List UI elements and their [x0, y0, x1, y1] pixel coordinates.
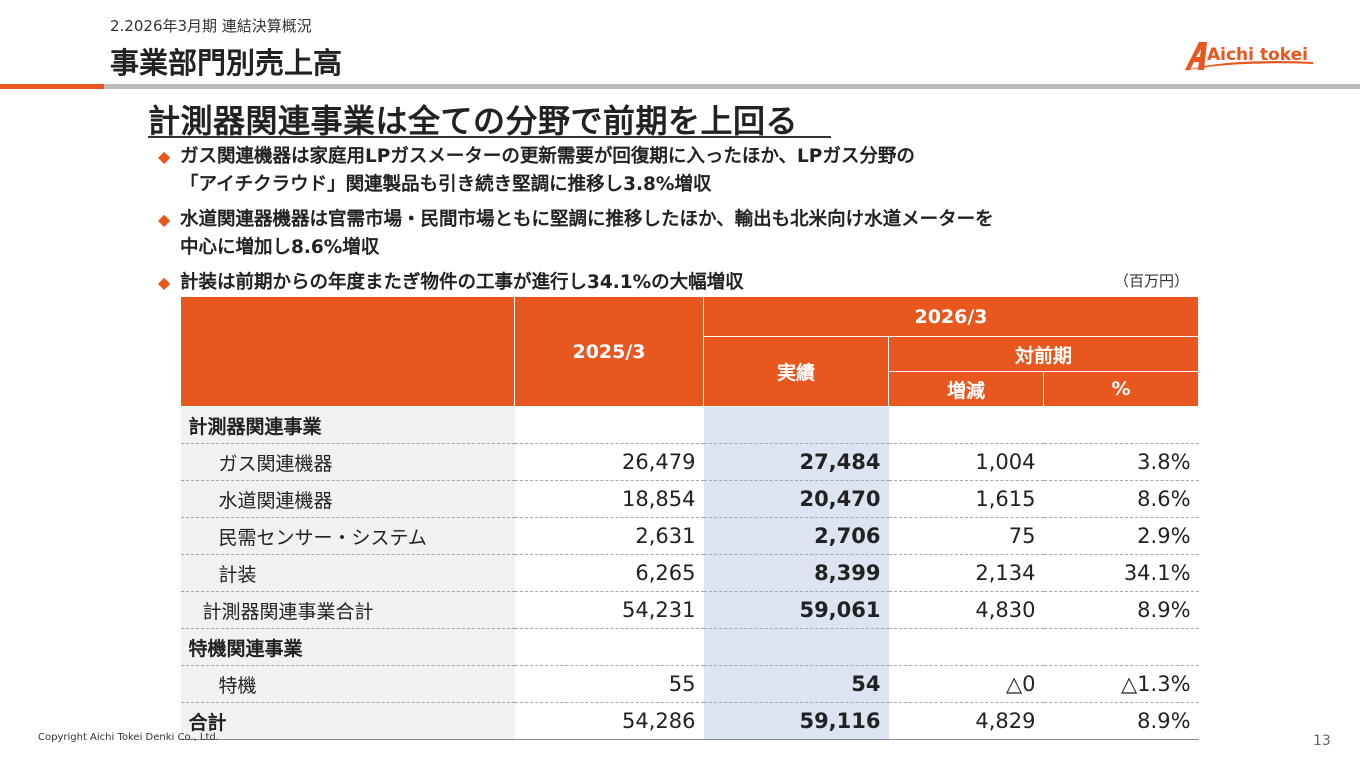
cell-prev: 2,631 — [514, 517, 704, 555]
cell-current — [703, 628, 889, 666]
cell-prev: 54,231 — [514, 591, 704, 629]
header-percent: % — [1042, 371, 1200, 407]
table-row: 計装 6,265 8,399 2,134 34.1% — [180, 554, 1199, 592]
row-label: ガス関連機器 — [180, 443, 515, 481]
cell-prev: 54,286 — [514, 702, 704, 740]
bullet-line: 中心に増加し8.6%増収 — [180, 237, 380, 258]
header-blank — [180, 296, 515, 407]
cell-percent — [1043, 628, 1199, 666]
aichi-tokei-logo: Aichi tokei — [1184, 42, 1313, 71]
table-row-total: 合計 54,286 59,116 4,829 8.9% — [180, 702, 1199, 740]
table-row-section: 特機関連事業 — [180, 628, 1199, 666]
bullet-text: 水道関連器機器は官需市場・民間市場ともに堅調に推移したほか、輸出も北米向け水道メ… — [180, 206, 994, 262]
diamond-icon: ◆ — [158, 147, 171, 166]
diamond-icon: ◆ — [158, 210, 171, 229]
bullet-line: 「アイチクラウド」関連製品も引き続き堅調に推移し3.8%増収 — [180, 174, 712, 195]
cell-prev — [514, 628, 704, 666]
bullet-text: 計装は前期からの年度またぎ物件の工事が進行し34.1%の大幅増収 — [180, 269, 744, 297]
cell-prev: 26,479 — [514, 443, 704, 481]
cell-percent: 34.1% — [1043, 554, 1199, 592]
row-label: 特機関連事業 — [180, 628, 515, 666]
cell-percent: 8.6% — [1043, 480, 1199, 518]
row-label: 民需センサー・システム — [180, 517, 515, 555]
cell-change: 1,615 — [888, 480, 1044, 518]
cell-change — [888, 628, 1044, 666]
cell-change: △0 — [888, 665, 1044, 703]
row-label: 合計 — [180, 702, 515, 740]
cell-percent: △1.3% — [1043, 665, 1199, 703]
row-label: 計装 — [180, 554, 515, 592]
bullet-item: ◆ 水道関連器機器は官需市場・民間市場ともに堅調に推移したほか、輸出も北米向け水… — [158, 206, 1178, 262]
table-row-subtotal: 計測器関連事業合計 54,231 59,061 4,830 8.9% — [180, 591, 1199, 629]
cell-current: 20,470 — [703, 480, 889, 518]
logo-text: Aichi tokei — [1207, 45, 1308, 65]
cell-prev: 6,265 — [514, 554, 704, 592]
cell-current: 8,399 — [703, 554, 889, 592]
diamond-icon: ◆ — [158, 273, 171, 292]
bullet-line: 計装は前期からの年度またぎ物件の工事が進行し34.1%の大幅増収 — [180, 272, 744, 293]
cell-change — [888, 406, 1044, 444]
row-label: 特機 — [180, 665, 515, 703]
cell-percent — [1043, 406, 1199, 444]
table-row: 水道関連機器 18,854 20,470 1,615 8.6% — [180, 480, 1199, 518]
unit-note: （百万円） — [1114, 272, 1190, 290]
bullet-text: ガス関連機器は家庭用LPガスメーターの更新需要が回復期に入ったほか、LPガス分野… — [180, 143, 915, 199]
table-row: 民需センサー・システム 2,631 2,706 75 2.9% — [180, 517, 1199, 555]
header-current-year: 2026/3 — [702, 296, 1200, 337]
header-actual: 実績 — [703, 336, 889, 407]
page-title: 事業部門別売上高 — [110, 46, 343, 80]
bullet-item: ◆ ガス関連機器は家庭用LPガスメーターの更新需要が回復期に入ったほか、LPガス… — [158, 143, 1178, 199]
page-number: 13 — [1313, 733, 1331, 749]
row-label: 計測器関連事業 — [180, 406, 515, 444]
breadcrumb: 2.2026年3月期 連結決算概況 — [110, 17, 312, 35]
table-row: ガス関連機器 26,479 27,484 1,004 3.8% — [180, 443, 1199, 481]
logo-swoosh — [1184, 61, 1313, 71]
header-change: 増減 — [888, 371, 1044, 407]
table-row: 特機 55 54 △0 △1.3% — [180, 665, 1199, 703]
header-prev-year: 2025/3 — [514, 296, 704, 407]
headline: 計測器関連事業は全ての分野で前期を上回る — [148, 102, 799, 140]
cell-percent: 2.9% — [1043, 517, 1199, 555]
cell-percent: 3.8% — [1043, 443, 1199, 481]
cell-current: 54 — [703, 665, 889, 703]
cell-change: 75 — [888, 517, 1044, 555]
cell-change: 2,134 — [888, 554, 1044, 592]
cell-current: 2,706 — [703, 517, 889, 555]
cell-change: 4,829 — [888, 702, 1044, 740]
cell-percent: 8.9% — [1043, 702, 1199, 740]
bullet-line: ガス関連機器は家庭用LPガスメーターの更新需要が回復期に入ったほか、LPガス分野… — [180, 146, 915, 167]
bullet-line: 水道関連器機器は官需市場・民間市場ともに堅調に推移したほか、輸出も北米向け水道メ… — [180, 209, 994, 230]
cell-prev: 18,854 — [514, 480, 704, 518]
bullet-list: ◆ ガス関連機器は家庭用LPガスメーターの更新需要が回復期に入ったほか、LPガス… — [158, 143, 1178, 304]
cell-change: 4,830 — [888, 591, 1044, 629]
bullet-item: ◆ 計装は前期からの年度またぎ物件の工事が進行し34.1%の大幅増収 — [158, 269, 1178, 297]
cell-prev — [514, 406, 704, 444]
cell-current: 59,116 — [703, 702, 889, 740]
sales-table: 2025/3 2026/3 実績 対前期 増減 % 計測器関連事業 ガス関連機器… — [180, 296, 1200, 740]
table-row-section: 計測器関連事業 — [180, 406, 1199, 444]
cell-percent: 8.9% — [1043, 591, 1199, 629]
header-rule-accent — [0, 84, 104, 89]
header-rule — [104, 84, 1360, 89]
cell-prev: 55 — [514, 665, 704, 703]
copyright: Copyright Aichi Tokei Denki Co., Ltd. — [38, 732, 219, 743]
headline-underline — [148, 136, 831, 138]
cell-change: 1,004 — [888, 443, 1044, 481]
cell-current — [703, 406, 889, 444]
logo-a-mark — [1185, 42, 1207, 70]
cell-current: 59,061 — [703, 591, 889, 629]
row-label: 水道関連機器 — [180, 480, 515, 518]
header-yoy: 対前期 — [887, 336, 1200, 372]
row-label: 計測器関連事業合計 — [180, 591, 515, 629]
cell-current: 27,484 — [703, 443, 889, 481]
